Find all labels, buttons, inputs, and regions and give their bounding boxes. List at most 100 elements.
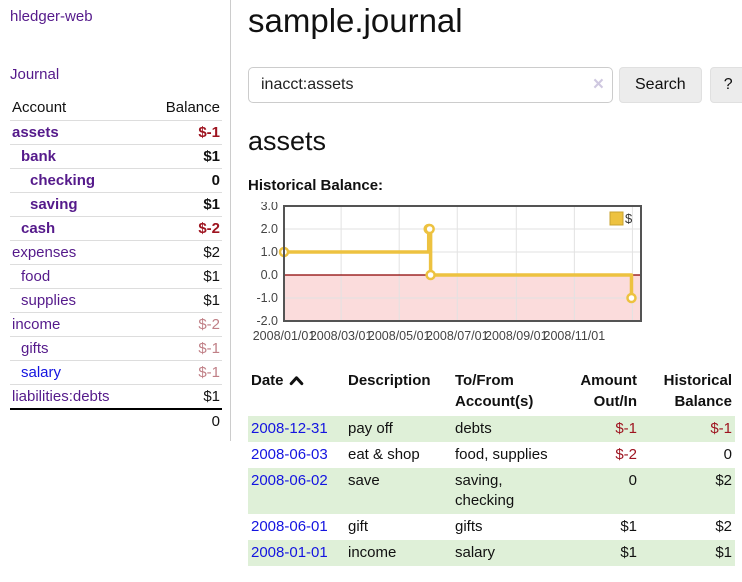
account-row: income $-2 <box>10 312 222 337</box>
help-button[interactable]: ? <box>709 67 742 103</box>
account-link-salary[interactable]: salary <box>21 364 62 381</box>
y-axis-tick-label: -1.0 <box>256 291 278 305</box>
transaction-accounts: gifts <box>455 518 483 535</box>
y-axis-tick-label: -2.0 <box>256 314 278 328</box>
account-link-assets[interactable]: assets <box>12 124 59 141</box>
x-axis-tick-label: 2008/09/01 <box>485 329 548 343</box>
x-axis-tick-label: 2008/03/01 <box>310 329 373 343</box>
transaction-date-link[interactable]: 2008-01-01 <box>251 544 328 561</box>
account-row: gifts $-1 <box>10 336 222 361</box>
accounts-header-balance: Balance <box>144 96 222 121</box>
x-axis-tick-label: 2008/05/01 <box>368 329 431 343</box>
account-link-supplies[interactable]: supplies <box>21 292 77 309</box>
x-axis-tick-label: 2008/01/01 <box>253 329 316 343</box>
register-header-to-from: To/From Account(s) <box>455 372 534 410</box>
account-balance: $1 <box>144 288 222 313</box>
sidebar: hledger-web Journal Account Balance asse… <box>0 0 231 441</box>
account-link-bank[interactable]: bank <box>21 148 57 165</box>
account-balance: $-2 <box>144 216 222 241</box>
transaction-description: save <box>348 472 380 489</box>
transaction-amount: $1 <box>620 544 637 561</box>
y-axis-tick-label: 2.0 <box>261 222 278 236</box>
account-balance: $1 <box>144 264 222 289</box>
transaction-balance: 0 <box>723 446 732 463</box>
transaction-date-link[interactable]: 2008-06-02 <box>251 472 328 489</box>
account-row: food $1 <box>10 264 222 289</box>
x-axis-tick-label: 2008/07/01 <box>426 329 489 343</box>
account-row: bank $1 <box>10 144 222 169</box>
main-content: sample.journal × Search ? assets Histori… <box>248 0 742 566</box>
account-link-checking[interactable]: checking <box>30 172 96 189</box>
transaction-date-link[interactable]: 2008-06-01 <box>251 518 328 535</box>
transaction-description: pay off <box>348 420 393 437</box>
search-button[interactable]: Search <box>619 67 702 103</box>
account-row: assets $-1 <box>10 120 222 145</box>
search-input[interactable] <box>248 67 613 103</box>
account-heading: assets <box>248 126 327 156</box>
account-balance: $1 <box>144 192 222 217</box>
total-balance: 0 <box>144 408 222 433</box>
transaction-balance: $1 <box>715 544 732 561</box>
transaction-accounts: salary <box>455 544 496 561</box>
transaction-description: income <box>348 544 397 561</box>
register-row: 2008-01-01 income salary $1 $1 <box>248 540 735 566</box>
account-link-gifts[interactable]: gifts <box>21 340 49 357</box>
account-balance: $-2 <box>144 312 222 337</box>
sort-ascending-icon <box>289 376 303 386</box>
legend-label: $ <box>625 211 633 226</box>
account-link-liabilities-debts[interactable]: liabilities:debts <box>12 388 110 405</box>
transaction-amount: $-1 <box>615 420 637 437</box>
page-title: sample.journal <box>248 2 463 39</box>
sidebar-item-journal[interactable]: Journal <box>10 66 60 83</box>
accounts-header-account: Account <box>10 96 145 121</box>
transaction-amount: 0 <box>628 472 637 489</box>
register-row: 2008-06-02 save saving, checking 0 $2 <box>248 468 735 514</box>
transaction-amount: $1 <box>620 518 637 535</box>
transaction-amount: $-2 <box>615 446 637 463</box>
account-balance: $2 <box>144 240 222 265</box>
account-row: salary $-1 <box>10 360 222 385</box>
account-link-income[interactable]: income <box>12 316 61 333</box>
transaction-accounts: debts <box>455 420 492 437</box>
y-axis-tick-label: 1.0 <box>261 245 278 259</box>
register-header-date[interactable]: Date <box>248 368 345 416</box>
y-axis-tick-label: 3.0 <box>261 202 278 213</box>
account-balance: 0 <box>144 168 222 193</box>
transaction-description: eat & shop <box>348 446 420 463</box>
x-axis-tick-label: 2008/11/01 <box>544 329 606 343</box>
register-row: 2008-06-01 gift gifts $1 $2 <box>248 514 735 540</box>
transaction-date-link[interactable]: 2008-06-03 <box>251 446 328 463</box>
app-brand-link[interactable]: hledger-web <box>10 8 93 25</box>
transaction-balance: $2 <box>715 518 732 535</box>
account-row: liabilities:debts $1 <box>10 384 222 410</box>
balance-chart: $3.0 2.0 1.0 0.0 -1.0 -2.0 2008/01/01 2008/03/0… <box>248 199 742 349</box>
clear-search-icon[interactable]: × <box>592 74 604 95</box>
chart-title: Historical Balance: <box>248 177 384 194</box>
account-link-food[interactable]: food <box>21 268 51 285</box>
register-row: 2008-12-31 pay off debts $-1 $-1 <box>248 416 735 442</box>
account-link-expenses[interactable]: expenses <box>12 244 77 261</box>
account-balance: $-1 <box>144 120 222 145</box>
account-row: saving $1 <box>10 192 222 217</box>
transaction-accounts: saving, checking <box>455 472 515 509</box>
register-row: 2008-06-03 eat & shop food, supplies $-2 0 <box>248 442 735 468</box>
y-axis-tick-label: 0.0 <box>261 268 278 282</box>
account-row: expenses $2 <box>10 240 222 265</box>
register-header-amount: Amount Out/In <box>580 372 637 410</box>
total-row: 0 <box>10 408 222 433</box>
transaction-date-link[interactable]: 2008-12-31 <box>251 420 328 437</box>
transaction-balance: $2 <box>715 472 732 489</box>
account-row: supplies $1 <box>10 288 222 313</box>
account-balance: $1 <box>144 144 222 169</box>
account-row: checking 0 <box>10 168 222 193</box>
account-link-saving[interactable]: saving <box>30 196 78 213</box>
transaction-balance: $-1 <box>710 420 732 437</box>
register-table: Date Description To/From Account(s) Amount Ou… <box>248 368 735 566</box>
accounts-table: Account Balance assets $-1 bank $1 checking 0… <box>10 96 222 433</box>
historical-balance-chart: $3.0 2.0 1.0 0.0 -1.0 -2.02008/01/012008/03/0… <box>253 199 642 343</box>
account-link-cash[interactable]: cash <box>21 220 56 237</box>
transaction-accounts: food, supplies <box>455 446 548 463</box>
account-row: cash $-2 <box>10 216 222 241</box>
register-header-historical: Historical Balance <box>663 372 732 410</box>
account-balance: $-1 <box>144 336 222 361</box>
